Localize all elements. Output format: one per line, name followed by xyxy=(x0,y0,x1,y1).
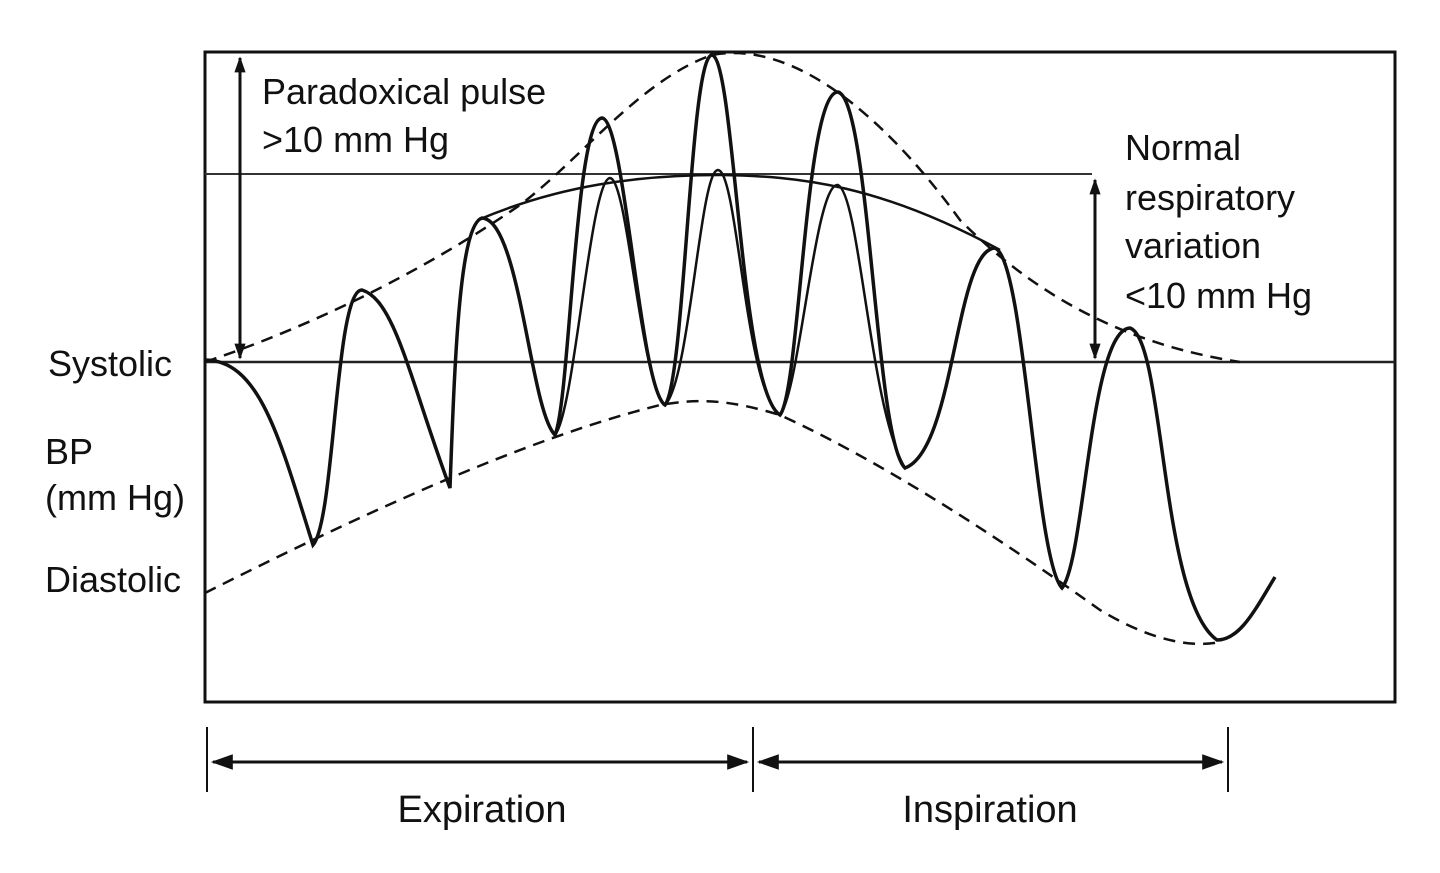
paradoxical-pulse-threshold: >10 mm Hg xyxy=(262,119,449,160)
normal-variation-threshold: <10 mm Hg xyxy=(1125,275,1312,316)
lower-envelope-dashed xyxy=(204,399,1221,646)
diastolic-label: Diastolic xyxy=(45,559,181,600)
arterial-pressure-waveform xyxy=(204,53,1277,642)
systolic-label: Systolic xyxy=(48,343,172,384)
units-label: (mm Hg) xyxy=(45,477,185,518)
upper-envelope-dashed xyxy=(204,51,1241,364)
normal-variation-label-2: respiratory xyxy=(1125,177,1295,218)
normal-variation-label-3: variation xyxy=(1125,225,1261,266)
normal-variation-arc xyxy=(477,173,1001,252)
bp-label: BP xyxy=(45,431,93,472)
plot-frame xyxy=(203,50,1397,704)
expiration-label: Expiration xyxy=(398,789,567,831)
inspiration-label: Inspiration xyxy=(902,789,1077,831)
normal-variation-pulses xyxy=(553,168,907,469)
normal-variation-label-1: Normal xyxy=(1125,127,1241,168)
paradoxical-pulse-label: Paradoxical pulse xyxy=(262,71,546,112)
